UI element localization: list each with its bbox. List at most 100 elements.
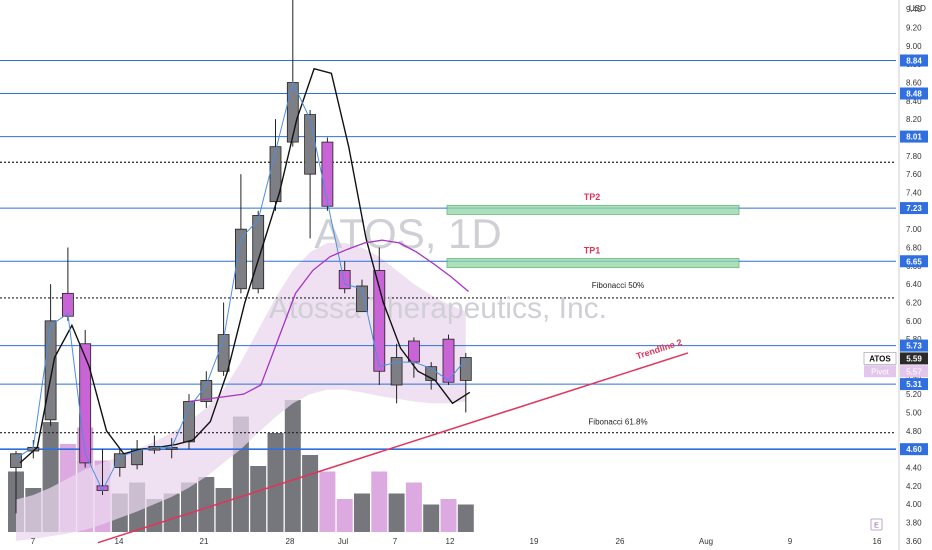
y-tick-label: 5.20 [906,390,922,399]
candle-body[interactable] [356,285,368,313]
volume-bar [388,493,405,532]
y-tick-label: 7.80 [906,152,922,161]
level-badge-label: 4.60 [906,445,922,454]
y-tick-label: 9.40 [906,5,922,14]
y-tick-label: 4.20 [906,482,922,491]
pivot-label: Pivot [871,367,890,376]
y-tick-label: 8.20 [906,115,922,124]
tp1-zone [446,258,740,269]
y-tick-label: 4.40 [906,464,922,473]
events-icon[interactable] [870,518,883,531]
candle-body[interactable] [252,215,265,290]
candle-body[interactable] [200,380,213,402]
candle-body[interactable] [338,270,351,290]
candle-body[interactable] [373,270,386,372]
level-badge [900,202,928,215]
volume-bar [284,400,301,532]
ma-cloud [16,242,466,541]
y-tick-label: 8.60 [906,79,922,88]
x-tick-label: 9 [788,537,793,546]
fast-line [15,81,467,492]
fib-618-label: Fibonacci 61.8% [588,418,647,427]
candle-body[interactable] [442,338,455,383]
volume-bar [163,493,180,532]
ticker-badge [863,352,897,365]
y-tick-label: 9.00 [906,42,922,51]
volume-bar [267,433,284,532]
y-tick-label: 6.40 [906,280,922,289]
volume-bar [405,482,422,532]
y-tick-label: 5.00 [906,409,922,418]
candle-body[interactable] [62,292,74,317]
ticker-label: ATOS [869,354,891,363]
watermark-title: ATOS, 1D [314,210,502,257]
volume-bar [371,471,388,532]
watermark-subtitle: Atossa Therapeutics, Inc. [269,292,607,325]
level-badge-label: 8.84 [906,57,922,66]
tp1-label: TP1 [584,245,601,255]
y-unit-label: USD [909,4,926,13]
candle-body[interactable] [304,114,317,175]
level-badge [900,378,928,391]
volume-bar [423,504,440,532]
y-tick-label: 4.80 [906,427,922,436]
x-tick-label: 12 [446,537,455,546]
candle-body[interactable] [44,320,57,421]
level-badge [900,130,928,143]
tp2-label: TP2 [584,192,601,202]
candle-body[interactable] [459,357,472,381]
candle-body[interactable] [390,357,403,386]
volume-bar [319,471,336,532]
candle-body[interactable] [79,343,92,464]
events-icon-label: E [874,523,879,530]
moving-average-line [188,239,469,403]
y-tick-label: 3.80 [906,519,922,528]
tp2-zone [446,204,740,215]
x-tick-label: 19 [530,537,539,546]
close-line [19,67,471,464]
x-tick-label: 7 [31,537,36,546]
pivot-value-badge [900,365,928,378]
level-badge [900,339,928,352]
last-price-badge [900,352,928,365]
volume-bar [354,493,370,532]
x-tick-label: 26 [616,537,625,546]
fib-50-label: Fibonacci 50% [592,281,644,290]
x-tick-label: 28 [286,537,295,546]
y-tick-label: 9.20 [906,24,922,33]
volume-bar [198,477,215,532]
y-tick-label: 6.80 [906,244,922,253]
y-tick-label: 7.60 [906,170,922,179]
volume-bar [250,466,267,532]
candle-body[interactable] [407,340,420,363]
x-tick-label: Jul [338,537,348,546]
volume-bar [181,482,197,532]
level-badge [900,54,928,67]
level-badge-label: 5.73 [906,342,922,351]
level-badge-label: 7.23 [906,204,922,213]
ma-cloud-layer [16,242,466,541]
candle-body[interactable] [425,366,438,381]
y-tick-label: 4.00 [906,500,922,509]
x-tick-label: 7 [393,537,398,546]
candle-body[interactable] [321,141,334,207]
pivot-badge [864,365,896,378]
candle-body[interactable] [113,453,126,468]
candle-body[interactable] [234,228,247,290]
y-tick-label: 6.20 [906,299,922,308]
level-badge-label: 8.48 [906,90,922,99]
level-badge-label: 5.31 [906,380,922,389]
volume-bar [440,499,457,532]
volume-bar [302,455,319,532]
last-price-label: 5.59 [906,354,922,363]
level-badge [900,443,928,456]
x-tick-label: 21 [200,537,209,546]
candle-body[interactable] [131,448,144,466]
volume-bar [336,499,353,532]
x-tick-label: 14 [115,537,124,546]
level-badge [900,87,928,100]
pivot-value-label: 5.57 [906,367,922,376]
level-badge-label: 8.01 [906,133,922,142]
candles-layer[interactable] [10,0,472,514]
